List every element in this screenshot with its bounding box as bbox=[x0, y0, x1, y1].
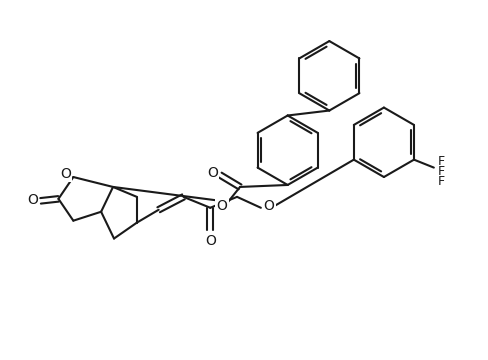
Text: F: F bbox=[438, 175, 445, 188]
Text: O: O bbox=[217, 199, 227, 213]
Text: F: F bbox=[438, 165, 445, 178]
Text: O: O bbox=[264, 199, 274, 213]
Text: F: F bbox=[438, 155, 445, 168]
Text: O: O bbox=[60, 167, 71, 181]
Text: O: O bbox=[207, 166, 218, 180]
Text: O: O bbox=[27, 193, 38, 207]
Text: O: O bbox=[205, 234, 216, 248]
